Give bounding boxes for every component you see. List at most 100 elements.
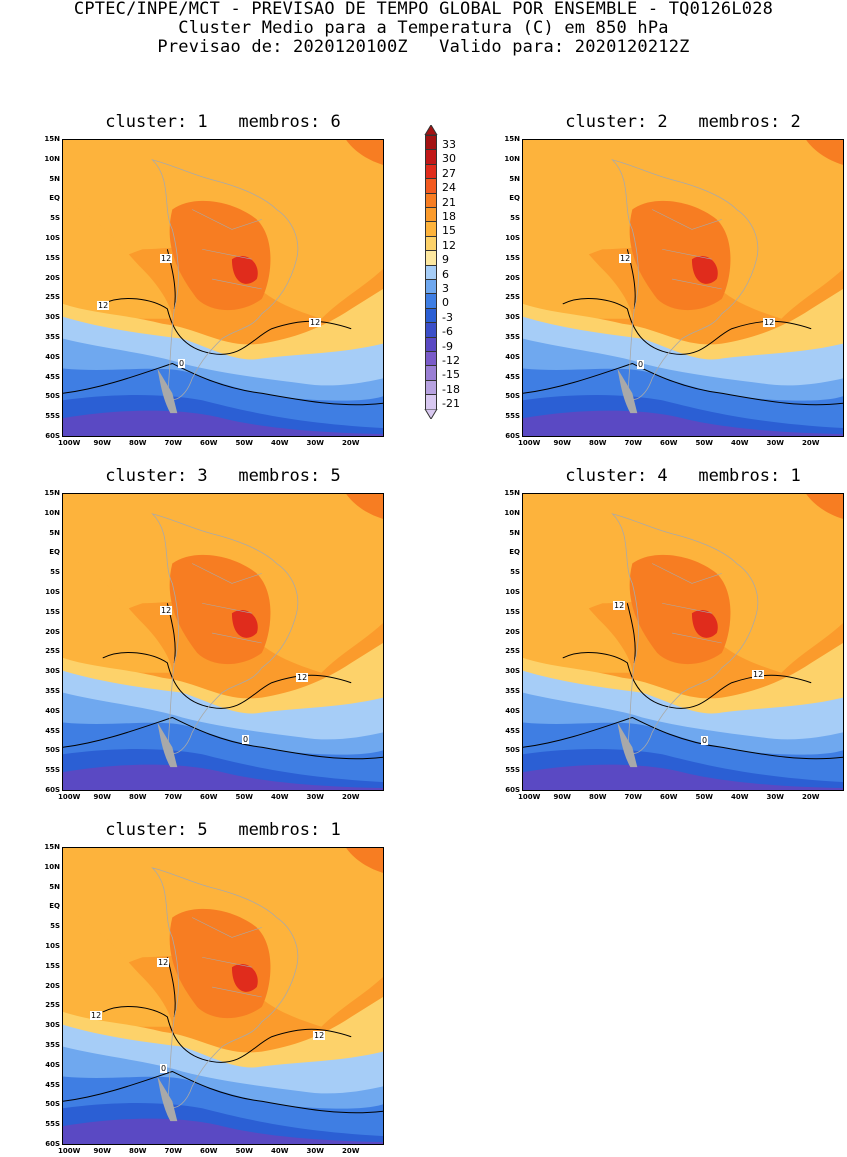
- lat-tick-label: EQ: [509, 548, 520, 557]
- contour-label: 12: [157, 958, 170, 967]
- lat-tick-label: 45S: [505, 726, 520, 735]
- colorbar-segment: [425, 207, 437, 223]
- lat-tick-label: 10N: [44, 862, 60, 871]
- colorbar-segment: [425, 221, 437, 237]
- lon-tick-label: 40W: [271, 793, 289, 801]
- contour-label: 0: [701, 736, 709, 745]
- contour-label: 0: [637, 360, 645, 369]
- lat-tick-label: 5S: [510, 568, 520, 577]
- lat-tick-label: 35S: [505, 333, 520, 341]
- lat-tick-label: 50S: [505, 392, 520, 401]
- lat-tick-label: 55S: [45, 766, 60, 775]
- lon-tick-label: 90W: [553, 439, 571, 447]
- panel-title-2: cluster: 2 membros: 2: [565, 112, 801, 132]
- lon-tick-label: 70W: [164, 1147, 182, 1155]
- lon-tick-label: 20W: [342, 439, 360, 447]
- contour-label: 0: [178, 359, 186, 368]
- lon-tick-label: 40W: [271, 1147, 289, 1155]
- temperature-map-cluster-2: [522, 139, 844, 437]
- lat-tick-label: 15N: [504, 135, 520, 143]
- colorbar-label: -3: [442, 310, 453, 324]
- colorbar-label: 3: [442, 282, 449, 295]
- colorbar-label: -9: [442, 339, 453, 353]
- lat-tick-label: 5N: [509, 528, 520, 537]
- colorbar-segment: [425, 163, 437, 180]
- lat-tick-label: 5S: [50, 214, 60, 223]
- colorbar-label: -12: [442, 354, 460, 367]
- lon-tick-label: 90W: [93, 1147, 111, 1155]
- lon-tick-label: 30W: [306, 793, 324, 801]
- lon-tick-label: 20W: [342, 793, 360, 801]
- lat-tick-label: 40S: [45, 706, 60, 715]
- lat-tick-label: 15S: [505, 253, 520, 262]
- lat-tick-label: 10N: [44, 154, 60, 163]
- lat-tick-label: EQ: [509, 194, 520, 203]
- lon-tick-label: 50W: [695, 793, 713, 801]
- lon-tick-label: 80W: [129, 439, 147, 447]
- colorbar-label: 21: [442, 195, 456, 209]
- lat-tick-label: 40S: [45, 1060, 60, 1069]
- lon-tick-label: 20W: [802, 439, 820, 447]
- contour-label: 12: [619, 254, 632, 263]
- colorbar-label: -21: [442, 397, 460, 411]
- colorbar-segment: [425, 307, 437, 324]
- lat-tick-label: 35S: [505, 687, 520, 695]
- temperature-map-cluster-3: [62, 493, 384, 791]
- lat-tick-label: 60S: [45, 1140, 60, 1148]
- colorbar-segment: [425, 149, 437, 165]
- lat-tick-label: 35S: [45, 687, 60, 695]
- colorbar-label: 30: [442, 152, 456, 166]
- colorbar-label: 18: [442, 210, 456, 223]
- lon-tick-label: 50W: [235, 439, 253, 447]
- contour-label: 12: [90, 1011, 103, 1020]
- lat-tick-label: 15S: [45, 607, 60, 616]
- lat-tick-label: 5N: [509, 174, 520, 183]
- lat-tick-label: 60S: [45, 432, 60, 440]
- lon-tick-label: 40W: [731, 439, 749, 447]
- contour-label: 0: [160, 1064, 168, 1073]
- lat-tick-label: 10S: [45, 942, 60, 950]
- colorbar-segment: [425, 322, 437, 338]
- lon-tick-label: 70W: [624, 439, 642, 447]
- lat-tick-label: 15S: [505, 607, 520, 616]
- lat-tick-label: 45S: [45, 1080, 60, 1089]
- colorbar-segment: [425, 379, 437, 396]
- colorbar-segment: [425, 351, 437, 367]
- temperature-map-cluster-1: [62, 139, 384, 437]
- lat-tick-label: 45S: [45, 372, 60, 381]
- lat-tick-label: 20S: [505, 627, 520, 636]
- lon-tick-label: 60W: [200, 1147, 218, 1155]
- contour-label: 12: [752, 670, 765, 679]
- colorbar-top-arrow: [424, 125, 438, 135]
- colorbar-segment: [425, 250, 437, 266]
- lat-tick-label: 30S: [505, 313, 520, 322]
- header-line-2: Cluster Medio para a Temperatura (C) em …: [178, 18, 669, 38]
- colorbar-segment: [425, 192, 437, 208]
- lat-tick-label: 60S: [505, 432, 520, 440]
- panel-title-4: cluster: 4 membros: 1: [565, 466, 801, 486]
- lat-tick-label: 5N: [49, 528, 60, 537]
- colorbar-segment: [425, 178, 437, 194]
- lat-tick-label: 40S: [505, 706, 520, 715]
- colorbar-segment: [425, 293, 437, 309]
- colorbar-label: 33: [442, 138, 456, 151]
- lat-tick-label: 10N: [504, 154, 520, 163]
- panel-title-3: cluster: 3 membros: 5: [105, 466, 341, 486]
- lon-tick-label: 50W: [235, 1147, 253, 1155]
- lat-tick-label: 25S: [505, 293, 520, 302]
- lon-tick-label: 70W: [624, 793, 642, 801]
- lat-tick-label: 35S: [45, 333, 60, 341]
- lon-tick-label: 100W: [58, 793, 81, 801]
- colorbar-label: 24: [442, 181, 456, 195]
- lat-tick-label: 15S: [45, 961, 60, 970]
- lon-tick-label: 90W: [93, 793, 111, 801]
- lon-tick-label: 20W: [342, 1147, 360, 1155]
- lat-tick-label: 50S: [45, 392, 60, 401]
- lat-tick-label: 25S: [505, 647, 520, 656]
- lat-tick-label: EQ: [49, 902, 60, 911]
- lat-tick-label: 5S: [510, 214, 520, 223]
- lat-tick-label: 30S: [45, 313, 60, 322]
- lon-tick-label: 60W: [660, 439, 678, 447]
- lat-tick-label: 45S: [505, 372, 520, 381]
- lon-tick-label: 30W: [306, 1147, 324, 1155]
